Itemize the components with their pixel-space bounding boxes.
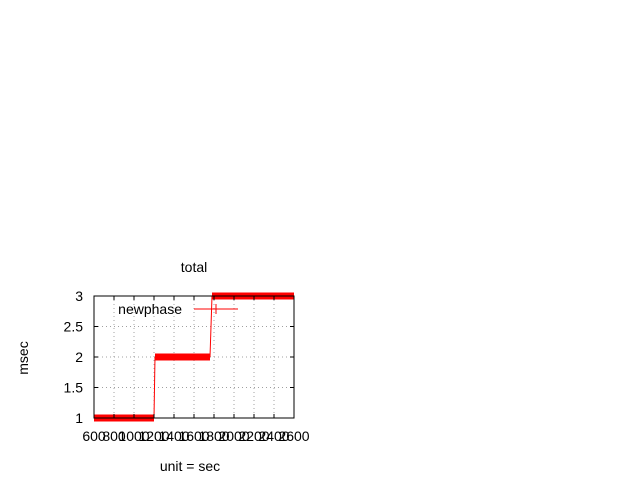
x-axis-label: unit = sec (160, 458, 220, 474)
x-tick-label: 1800 (198, 428, 229, 444)
series-step-segment (153, 356, 156, 419)
x-tick-label: 1400 (158, 428, 189, 444)
chart-title: total (181, 259, 207, 275)
x-tick-label: 600 (82, 428, 106, 444)
y-tick-label: 3 (75, 288, 83, 304)
x-tick-label: 2200 (238, 428, 269, 444)
series-step-segment (209, 295, 213, 358)
y-tick-label: 1 (75, 410, 83, 426)
legend: newphase (118, 301, 238, 317)
x-tick-label: 1000 (118, 428, 149, 444)
legend-label: newphase (118, 301, 182, 317)
x-tick-label: 2600 (278, 428, 309, 444)
x-tick-label: 2400 (258, 428, 289, 444)
y-tick-label: 2.5 (64, 319, 84, 335)
x-tick-label: 1200 (138, 428, 169, 444)
y-axis-label: msec (15, 341, 31, 374)
x-tick-label: 2000 (218, 428, 249, 444)
x-tick-label: 800 (102, 428, 126, 444)
y-axis-ticks: 1 1.5 2 2.5 3 (64, 288, 294, 426)
x-tick-label: 1600 (178, 428, 209, 444)
y-tick-label: 1.5 (64, 380, 84, 396)
y-tick-label: 2 (75, 349, 83, 365)
x-axis-ticks: 6008001000120014001600180020002200240026… (82, 296, 310, 444)
